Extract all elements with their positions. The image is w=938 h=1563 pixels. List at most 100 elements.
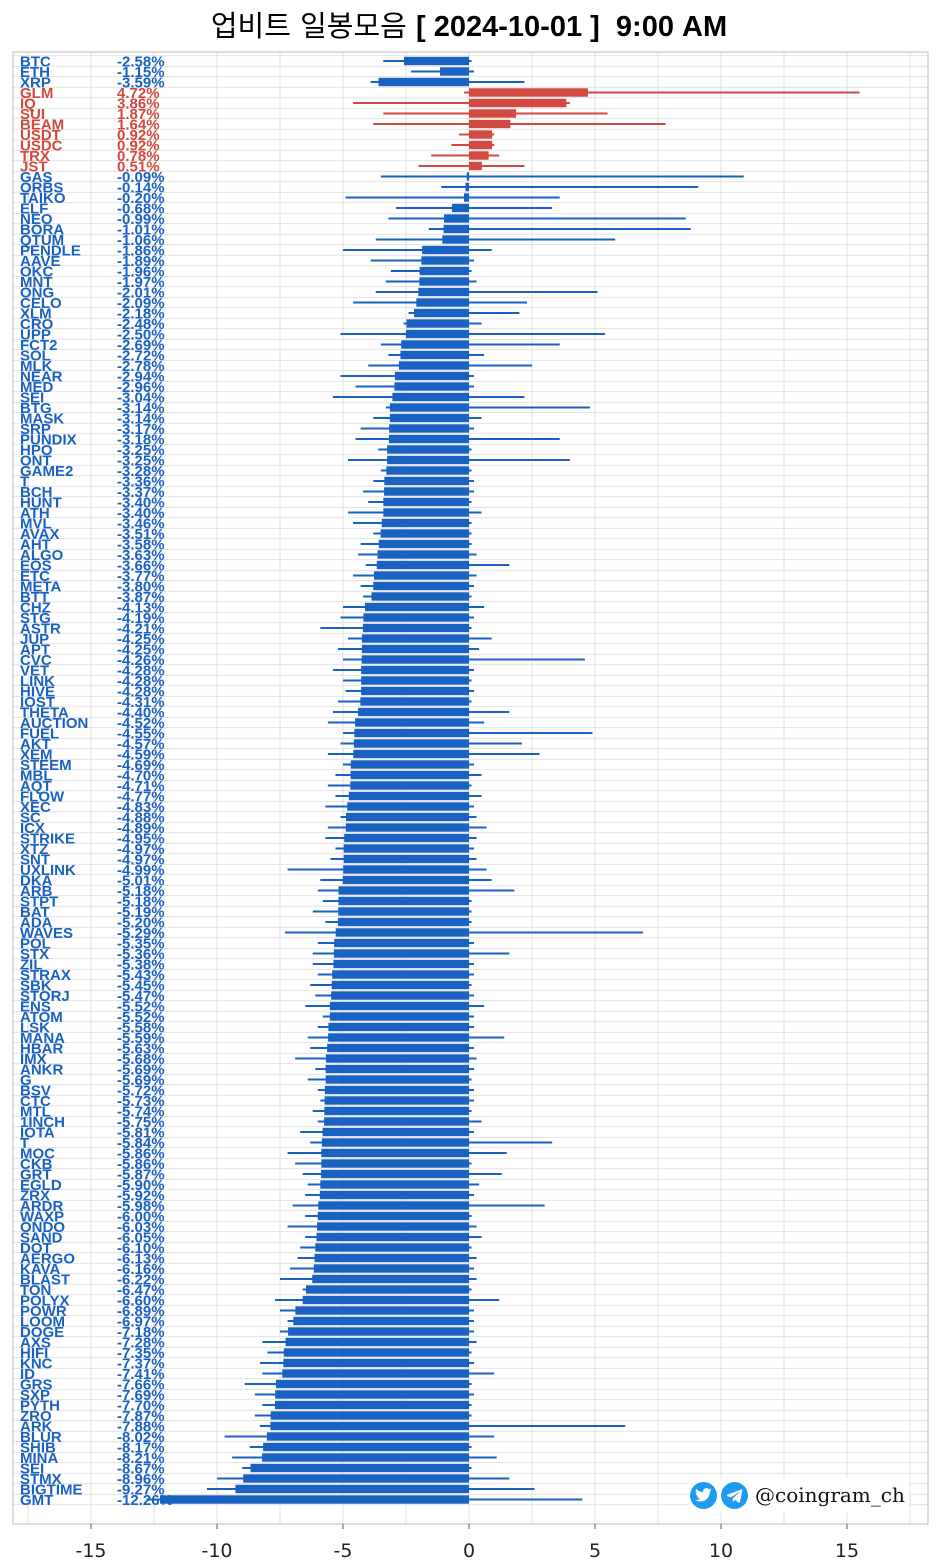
bar-bora bbox=[443, 224, 469, 234]
percent-label: -4.77% bbox=[117, 789, 165, 806]
ticker-label: SHIB bbox=[20, 1440, 56, 1457]
percent-label: -5.74% bbox=[117, 1104, 165, 1121]
percent-label: -1.96% bbox=[117, 264, 165, 281]
percent-label: -2.58% bbox=[117, 54, 165, 71]
percent-label: -5.18% bbox=[117, 894, 165, 911]
bar-cro bbox=[406, 319, 469, 328]
percent-label: -5.19% bbox=[117, 904, 165, 921]
ticker-label: VET bbox=[20, 663, 49, 680]
bar-astr bbox=[362, 623, 469, 633]
bar-gas bbox=[466, 172, 469, 181]
percent-label: -5.69% bbox=[117, 1072, 165, 1089]
ticker-label: ONG bbox=[20, 285, 54, 302]
ticker-label: USDT bbox=[20, 127, 61, 144]
ticker-label: POL bbox=[20, 936, 51, 953]
ticker-label: ARDR bbox=[20, 1198, 63, 1215]
ticker-label: MNT bbox=[20, 274, 53, 291]
ticker-label: BIGTIME bbox=[20, 1482, 83, 1499]
ticker-label: POWR bbox=[20, 1303, 67, 1320]
percent-label: -5.63% bbox=[117, 1041, 165, 1058]
percent-label: -2.94% bbox=[117, 369, 165, 386]
bar-xlm bbox=[414, 308, 469, 318]
bar-chz bbox=[364, 602, 469, 612]
ticker-label: USDC bbox=[20, 138, 63, 155]
bar-orbs bbox=[465, 182, 469, 192]
x-tick-label: 15 bbox=[835, 1540, 859, 1562]
ticker-label: EOS bbox=[20, 558, 52, 575]
ticker-label: MLK bbox=[20, 358, 53, 375]
bar-sol bbox=[400, 350, 469, 360]
percent-label: -5.47% bbox=[117, 988, 165, 1005]
ticker-label: ARB bbox=[20, 883, 53, 900]
percent-label: -4.57% bbox=[117, 736, 165, 753]
bar-stmx bbox=[243, 1474, 469, 1483]
percent-label: -0.68% bbox=[117, 201, 165, 218]
bar-eos bbox=[376, 560, 469, 570]
bar-storj bbox=[331, 991, 469, 1000]
percent-label: -7.70% bbox=[117, 1398, 165, 1415]
percent-label: -4.52% bbox=[117, 715, 165, 732]
bar-trx bbox=[469, 151, 489, 160]
percent-label: -5.72% bbox=[117, 1083, 165, 1100]
percent-label: -4.83% bbox=[117, 799, 165, 816]
percent-label: -3.59% bbox=[117, 75, 165, 92]
percent-label: -3.25% bbox=[117, 453, 165, 470]
ticker-label: ID bbox=[20, 1366, 35, 1383]
ticker-label: UPP bbox=[20, 327, 51, 344]
ticker-label: BCH bbox=[20, 484, 53, 501]
ticker-label: OKC bbox=[20, 264, 54, 281]
ticker-label: BAT bbox=[20, 904, 50, 921]
bar-upp bbox=[406, 329, 469, 339]
percent-label: -3.25% bbox=[117, 442, 165, 459]
ticker-label: SNT bbox=[20, 852, 50, 869]
percent-label: -0.09% bbox=[117, 169, 165, 186]
percent-label: -7.35% bbox=[117, 1345, 165, 1362]
ticker-label: IOST bbox=[20, 694, 55, 711]
bar-btg bbox=[389, 403, 469, 412]
bar-celo bbox=[416, 298, 469, 307]
percent-label: -6.60% bbox=[117, 1293, 165, 1310]
percent-label: -3.18% bbox=[117, 432, 165, 449]
percent-label: -3.63% bbox=[117, 547, 165, 564]
bar-aht bbox=[378, 539, 469, 549]
percent-label: -6.89% bbox=[117, 1303, 165, 1320]
ticker-label: AXS bbox=[20, 1335, 51, 1352]
percent-label: -5.36% bbox=[117, 946, 165, 963]
ticker-label: STPT bbox=[20, 894, 58, 911]
ticker-label: TAIKO bbox=[20, 190, 66, 207]
bar-snt bbox=[343, 854, 469, 864]
percent-label: -6.03% bbox=[117, 1219, 165, 1236]
percent-label: -7.41% bbox=[117, 1366, 165, 1383]
bar-mbl bbox=[350, 770, 469, 780]
ticker-label: HUNT bbox=[20, 495, 62, 512]
bar-sand bbox=[316, 1232, 469, 1242]
percent-label: -5.87% bbox=[117, 1167, 165, 1184]
bar-ong bbox=[418, 287, 469, 297]
bar-sei2 bbox=[250, 1463, 469, 1473]
percent-label: -3.17% bbox=[117, 421, 165, 438]
percent-label: -2.72% bbox=[117, 348, 165, 365]
telegram-plane-icon bbox=[721, 1481, 748, 1509]
bar-auction bbox=[355, 718, 469, 727]
ticker-label: SC bbox=[20, 810, 41, 827]
ticker-label: PUNDIX bbox=[20, 432, 77, 449]
percent-label: -1.97% bbox=[117, 274, 165, 291]
percent-label: -4.28% bbox=[117, 673, 165, 690]
bar-ctc bbox=[324, 1096, 469, 1105]
percent-label: -6.05% bbox=[117, 1230, 165, 1247]
bar-aqt bbox=[350, 781, 469, 790]
bar-med bbox=[394, 382, 469, 391]
bar-algo bbox=[377, 550, 469, 559]
percent-label: -8.67% bbox=[117, 1461, 165, 1478]
percent-label: -4.97% bbox=[117, 852, 165, 869]
percent-label: -4.21% bbox=[117, 621, 165, 638]
ticker-label: SUI bbox=[20, 106, 45, 123]
bar-bsv bbox=[324, 1085, 469, 1095]
ticker-label: STEEM bbox=[20, 757, 72, 774]
percent-label: -3.36% bbox=[117, 474, 165, 491]
ticker-label: ATH bbox=[20, 505, 50, 522]
percent-label: -3.37% bbox=[117, 484, 165, 501]
bar-uxlink bbox=[343, 865, 469, 874]
ticker-label: ENS bbox=[20, 999, 51, 1016]
percent-label: -4.25% bbox=[117, 642, 165, 659]
